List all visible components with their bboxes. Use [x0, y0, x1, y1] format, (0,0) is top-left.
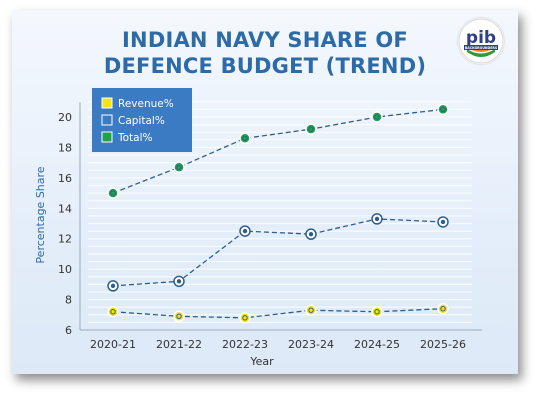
- data-point-core-total: [242, 135, 248, 142]
- y-axis-label: Percentage Share: [34, 166, 47, 263]
- data-point-core-capital: [242, 228, 248, 234]
- logo-subtext: BACKGROUNDERS: [465, 46, 498, 50]
- data-point-revenue: [239, 312, 251, 324]
- data-point-core-total: [440, 106, 446, 113]
- chart-title-line2: DEFENCE BUDGET (TREND): [103, 54, 427, 78]
- data-point-revenue: [437, 302, 449, 315]
- legend-label: Capital%: [118, 115, 165, 127]
- data-point-revenue: [371, 305, 383, 318]
- y-tick-label: 18: [58, 141, 72, 154]
- x-tick-label: 2021-22: [156, 338, 202, 351]
- y-tick-label: 6: [65, 324, 72, 337]
- data-point-revenue: [305, 304, 317, 316]
- x-tick-label: 2024-25: [354, 338, 400, 351]
- series-line-capital: [112, 218, 444, 287]
- logo-text: pib: [466, 28, 496, 48]
- data-point-core-capital: [176, 279, 182, 284]
- legend-label: Revenue%: [118, 98, 174, 110]
- legend-swatch: [101, 114, 113, 126]
- data-point-total: [371, 111, 383, 123]
- data-point-core-total: [308, 126, 314, 132]
- data-point-core-total: [110, 190, 116, 196]
- x-tick-label: 2025-26: [420, 338, 466, 351]
- chart-card: INDIAN NAVY SHARE OF DEFENCE BUDGET (TRE…: [12, 10, 518, 374]
- data-point-total: [107, 187, 119, 199]
- series-line-total: [112, 108, 444, 194]
- x-axis-label: Year: [249, 355, 274, 368]
- data-point-core-revenue: [176, 313, 182, 320]
- legend-swatch: [101, 97, 113, 109]
- data-point-core-revenue: [242, 315, 248, 321]
- line-chart: 6 8 10 12 14 16 18 20 2020-21 2021-22 2022-23 2023-…: [34, 88, 482, 368]
- data-point-core-total: [176, 164, 182, 170]
- series-line-revenue: [112, 308, 444, 319]
- legend-label: Total%: [117, 132, 153, 144]
- pib-logo-graphic: pib BACKGROUNDERS: [458, 18, 504, 64]
- y-tick-label: 14: [58, 202, 72, 215]
- data-point-core-capital: [374, 216, 380, 222]
- data-point-core-revenue: [308, 307, 314, 313]
- data-point-core-total: [374, 114, 380, 120]
- data-point-revenue: [173, 310, 185, 323]
- data-point-core-revenue: [440, 306, 446, 312]
- y-tick-label: 12: [58, 233, 72, 246]
- data-point-total: [437, 103, 449, 116]
- data-point-revenue: [107, 305, 119, 318]
- y-tick-label: 20: [58, 111, 72, 124]
- data-point-core-capital: [308, 231, 314, 237]
- data-point-core-revenue: [110, 309, 116, 315]
- y-tick-label: 10: [58, 263, 72, 276]
- pib-logo: pib BACKGROUNDERS: [458, 18, 504, 64]
- data-point-total: [305, 123, 317, 135]
- x-tick-label: 2023-24: [288, 338, 334, 351]
- chart-title-line1: INDIAN NAVY SHARE OF: [122, 28, 408, 52]
- data-point-total: [239, 132, 251, 145]
- legend-swatch: [101, 131, 113, 143]
- y-tick-label: 16: [58, 172, 72, 185]
- y-tick-label: 8: [65, 294, 72, 307]
- data-point-core-revenue: [374, 309, 380, 315]
- data-point-core-capital: [110, 283, 116, 289]
- x-tick-label: 2020-21: [90, 338, 136, 351]
- data-point-total: [173, 161, 185, 173]
- x-tick-label: 2022-23: [222, 338, 268, 351]
- data-point-core-capital: [440, 219, 446, 225]
